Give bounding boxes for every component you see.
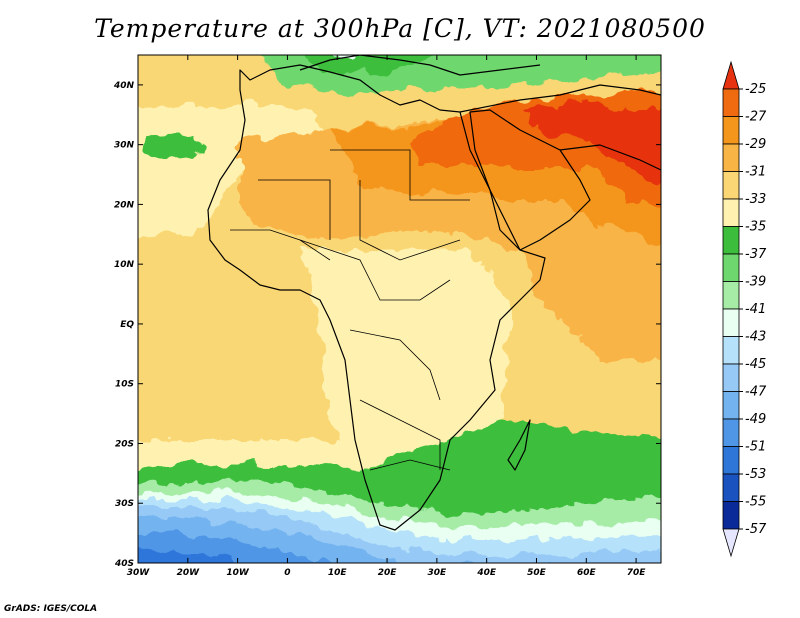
- lat-tick-label: EQ: [120, 320, 134, 330]
- lat-tick-label: 30S: [115, 499, 134, 509]
- latitude-axis: 40N 30N 20N 10N EQ 10S 20S 30S 40S: [113, 81, 661, 569]
- colorbar-swatch: [722, 336, 740, 365]
- colorbar-swatch: [722, 391, 740, 420]
- colorbar-swatch: [722, 501, 740, 530]
- colorbar-swatch: [722, 363, 740, 392]
- lon-tick-label: 10W: [226, 568, 250, 578]
- colorbar-label: -37: [745, 247, 767, 262]
- colorbar-label: -27: [745, 110, 767, 125]
- colorbar-label: -55: [745, 495, 766, 510]
- lon-tick-label: 40E: [476, 568, 497, 578]
- colorbar-label: -49: [745, 412, 766, 427]
- colorbar-swatch: [722, 143, 740, 172]
- colorbar-label: -29: [745, 137, 766, 152]
- colorbar: -25 -27 -29 -31 -33 -35 -37 -39 -41 -43 -45 -47 -49 -…: [722, 60, 767, 558]
- colorbar-swatch: [722, 473, 740, 502]
- colorbar-label: -57: [745, 522, 767, 537]
- colorbar-swatch: [722, 88, 740, 117]
- lon-tick-label: 60E: [577, 568, 597, 578]
- longitude-axis: 30W 20W 10W 0 10E 20E 30E 40E 50E 60E 70E: [127, 55, 647, 578]
- colorbar-swatch: [722, 198, 740, 227]
- colorbar-swatch: [722, 308, 740, 337]
- colorbar-swatch: [722, 446, 740, 475]
- lat-tick-label: 40S: [114, 559, 134, 569]
- lon-tick-label: 30W: [127, 568, 151, 578]
- map-title: Temperature at 300hPa [C], VT: 202108050…: [94, 14, 706, 43]
- colorbar-label: -39: [745, 275, 766, 290]
- colorbar-label: -33: [745, 192, 766, 207]
- lon-tick-label: 0: [284, 568, 290, 578]
- lat-tick-label: 20N: [114, 200, 135, 210]
- country-borders: [230, 149, 470, 471]
- colorbar-top-arrow: [722, 60, 740, 90]
- lat-tick-label: 10S: [115, 380, 134, 390]
- colorbar-label: -53: [745, 467, 766, 482]
- colorbar-label: -47: [745, 385, 767, 400]
- lat-tick-label: 30N: [114, 141, 135, 151]
- lon-tick-label: 20W: [177, 568, 201, 578]
- colorbar-label: -35: [745, 220, 766, 235]
- colorbar-label: -51: [745, 440, 766, 455]
- coastlines: [207, 55, 661, 531]
- lat-tick-label: 40N: [113, 81, 135, 91]
- lon-tick-label: 10E: [328, 568, 348, 578]
- lat-tick-label: 20S: [115, 439, 134, 449]
- colorbar-swatch: [722, 281, 740, 310]
- colorbar-label: -43: [745, 330, 766, 345]
- colorbar-label: -45: [745, 357, 766, 372]
- colorbar-swatch: [722, 418, 740, 447]
- lat-tick-label: 10N: [114, 260, 135, 270]
- colorbar-label: -41: [745, 302, 766, 317]
- plot-frame: [137, 54, 662, 564]
- colorbar-label: -31: [745, 165, 766, 180]
- lon-tick-label: 20E: [378, 568, 398, 578]
- temperature-field: [138, 55, 661, 563]
- colorbar-swatch: [722, 116, 740, 145]
- colorbar-label: -25: [745, 82, 766, 97]
- credit-label: GrADS: IGES/COLA: [4, 604, 98, 614]
- colorbar-swatch: [722, 226, 740, 255]
- lon-tick-label: 70E: [627, 568, 647, 578]
- colorbar-swatch: [722, 253, 740, 282]
- lon-tick-label: 30E: [428, 568, 448, 578]
- lon-tick-label: 50E: [527, 568, 547, 578]
- colorbar-swatch: [722, 171, 740, 200]
- colorbar-bottom-arrow: [722, 528, 740, 558]
